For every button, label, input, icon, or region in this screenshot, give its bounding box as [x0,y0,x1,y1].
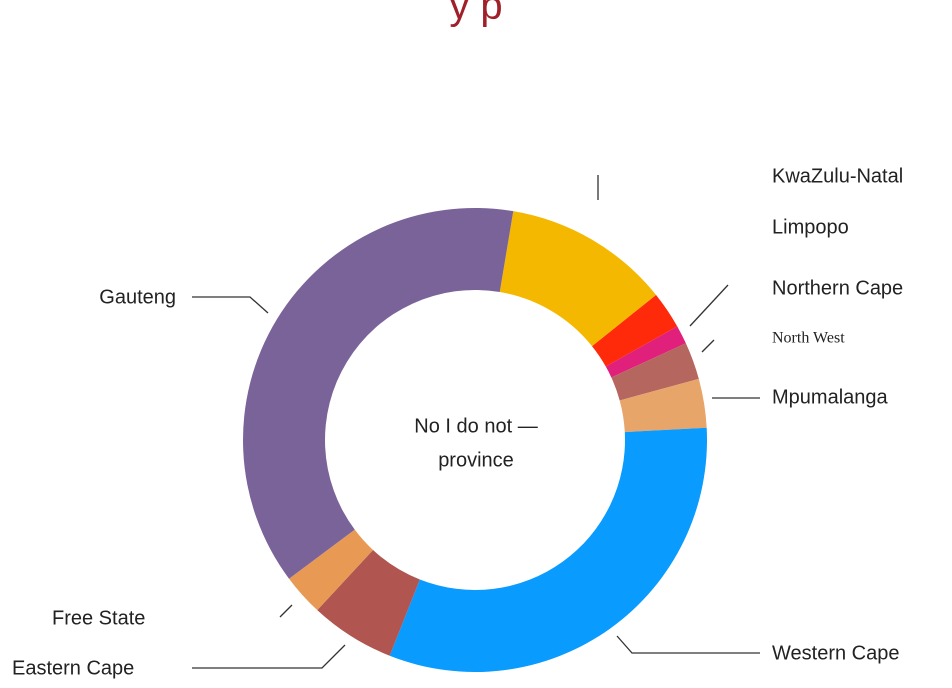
slice-label: Gauteng [99,286,176,308]
donut-slice [243,208,514,579]
slice-label: Free State [52,607,145,629]
donut-slice [611,343,699,401]
slice-label: Eastern Cape [12,657,134,679]
donut-slice [389,427,707,673]
slice-label: Limpopo [772,216,849,238]
donut-slice [317,550,420,656]
slice-label: Western Cape [772,642,899,664]
donut-slice [499,211,657,347]
slice-label: Mpumalanga [772,386,889,408]
slice-label: Northern Cape [772,277,903,299]
leader-lines [192,175,760,669]
center-text: No I do not — [414,415,537,437]
donut-slice [289,529,374,611]
donut-slice [619,378,707,433]
donut-slice [592,294,678,367]
slice-label: KwaZulu-Natal [772,165,903,187]
slice-label: North West [772,330,845,347]
chart-title: y p [449,0,502,28]
center-text: province [438,449,514,471]
donut-slice [605,326,686,378]
